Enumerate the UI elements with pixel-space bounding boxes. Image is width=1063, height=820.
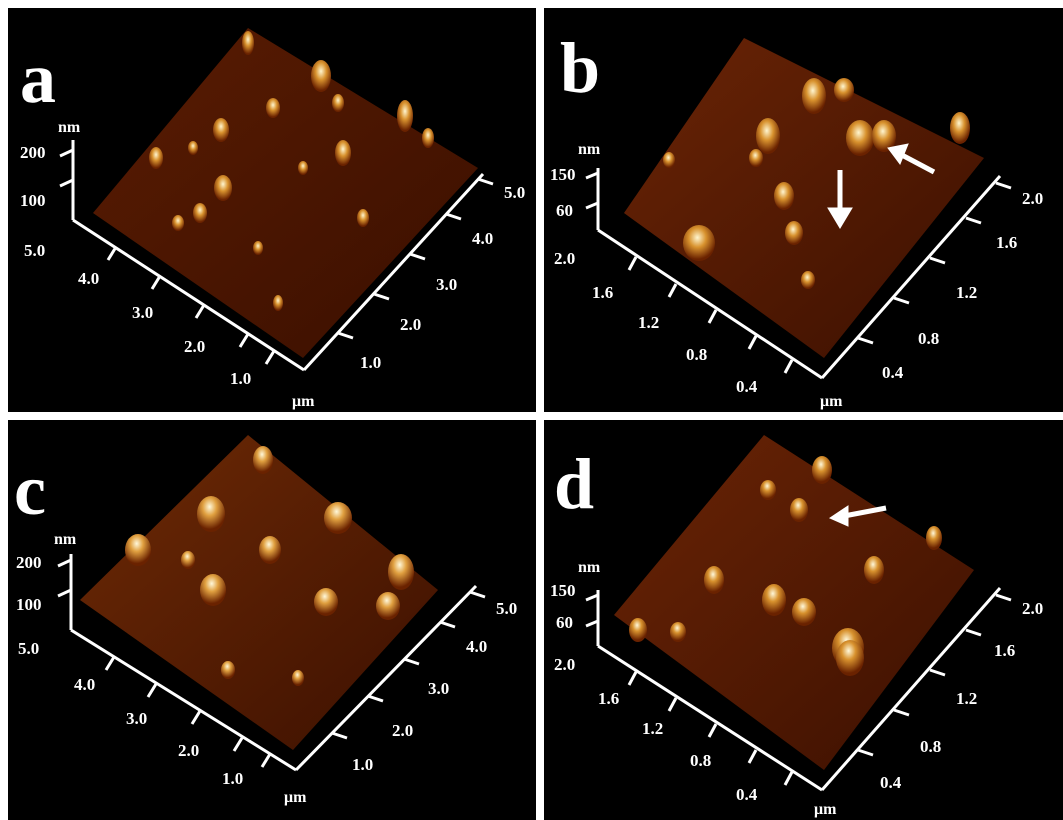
- right-axis-tick-label: 4.0: [466, 637, 488, 656]
- axes: [57, 554, 486, 772]
- left-axis-tick-label: 4.0: [78, 269, 100, 288]
- left-axis-tick-label: 1.2: [642, 719, 664, 738]
- left-axis-tick-label: 1.2: [638, 313, 660, 332]
- afm-panel-a: a nm 200 100 5.0 4.0 3.0 2.0 1.0 1.0 2.0…: [8, 8, 536, 412]
- xy-axis-unit: μm: [820, 393, 843, 410]
- afm-panel-d: d nm 150 60 2.0 1.6 1.2 0.8 0.4 0.4 0.8 …: [544, 420, 1063, 820]
- arrows: [828, 505, 887, 527]
- arrows: [827, 143, 936, 229]
- right-axis-tick-label: 3.0: [436, 275, 458, 294]
- right-axis-tick-label: 1.2: [956, 283, 978, 302]
- panel-letter: b: [560, 28, 601, 108]
- left-axis-tick-label: 0.8: [690, 751, 712, 770]
- afm-surface-c: [57, 435, 486, 772]
- z-tick-label: 150: [550, 165, 576, 184]
- z-axis-unit: nm: [58, 119, 81, 136]
- right-axis-tick-label: 0.4: [880, 773, 902, 792]
- right-axis-tick-label: 1.0: [352, 755, 374, 774]
- right-axis-tick-label: 2.0: [1022, 189, 1044, 208]
- right-axis-tick-label: 0.8: [920, 737, 942, 756]
- axes: [585, 587, 1012, 792]
- surface-plane: [614, 435, 974, 770]
- xy-axis-unit: μm: [284, 789, 307, 806]
- right-axis-tick-label: 1.6: [996, 233, 1018, 252]
- surface-peaks: [149, 31, 434, 311]
- left-axis-tick-label: 2.0: [554, 249, 576, 268]
- z-axis-unit: nm: [578, 559, 601, 576]
- right-axis-tick-label: 1.2: [956, 689, 978, 708]
- afm-surface-a: [59, 28, 494, 372]
- z-tick-label: 150: [550, 581, 576, 600]
- left-axis-tick-label: 3.0: [126, 709, 148, 728]
- z-tick-label: 60: [556, 613, 573, 632]
- afm-panel-c: c nm 200 100 5.0 4.0 3.0 2.0 1.0 1.0 2.0…: [8, 420, 536, 820]
- left-axis-tick-label: 5.0: [24, 241, 46, 260]
- right-axis-tick-label: 1.6: [994, 641, 1016, 660]
- afm-surface-d: [585, 435, 1012, 792]
- surface-peaks: [663, 78, 970, 289]
- left-axis-tick-label: 1.6: [598, 689, 620, 708]
- left-axis-tick-label: 2.0: [554, 655, 576, 674]
- left-axis-tick-label: 0.8: [686, 345, 708, 364]
- left-axis-tick-label: 4.0: [74, 675, 96, 694]
- axes: [59, 140, 494, 372]
- right-axis-tick-label: 0.8: [918, 329, 940, 348]
- left-axis-tick-label: 1.0: [222, 769, 244, 788]
- left-axis-tick-label: 2.0: [178, 741, 200, 760]
- right-axis-tick-label: 2.0: [392, 721, 414, 740]
- right-axis-tick-label: 5.0: [504, 183, 526, 202]
- surface-plane: [93, 28, 478, 358]
- z-tick-label: 200: [20, 143, 46, 162]
- right-axis-tick-label: 2.0: [400, 315, 422, 334]
- right-axis-tick-label: 5.0: [496, 599, 518, 618]
- right-axis-tick-label: 0.4: [882, 363, 904, 382]
- left-axis-tick-label: 5.0: [18, 639, 40, 658]
- z-tick-label: 100: [16, 595, 42, 614]
- z-tick-label: 60: [556, 201, 573, 220]
- surface-plane: [80, 435, 438, 750]
- xy-axis-unit: μm: [814, 801, 837, 818]
- right-axis-tick-label: 3.0: [428, 679, 450, 698]
- right-axis-tick-label: 1.0: [360, 353, 382, 372]
- left-axis-tick-label: 1.6: [592, 283, 614, 302]
- z-tick-label: 100: [20, 191, 46, 210]
- left-axis-tick-label: 0.4: [736, 785, 758, 804]
- left-axis-tick-label: 1.0: [230, 369, 252, 388]
- surface-peaks: [125, 446, 414, 686]
- panel-letter: a: [20, 38, 56, 118]
- panel-letter: c: [14, 450, 46, 530]
- panel-letter: d: [554, 444, 595, 524]
- surface-peaks: [629, 456, 942, 676]
- axes: [585, 168, 1012, 380]
- left-axis-tick-label: 0.4: [736, 377, 758, 396]
- z-axis-unit: nm: [578, 141, 601, 158]
- left-axis-tick-label: 2.0: [184, 337, 206, 356]
- right-axis-tick-label: 4.0: [472, 229, 494, 248]
- xy-axis-unit: μm: [292, 393, 315, 410]
- z-tick-label: 200: [16, 553, 42, 572]
- right-axis-tick-label: 2.0: [1022, 599, 1044, 618]
- afm-panel-b: b nm 150 60 2.0 1.6 1.2 0.8 0.4 0.4 0.8 …: [544, 8, 1063, 412]
- afm-surface-b: [585, 38, 1012, 380]
- z-axis-unit: nm: [54, 531, 77, 548]
- left-axis-tick-label: 3.0: [132, 303, 154, 322]
- surface-plane: [624, 38, 984, 358]
